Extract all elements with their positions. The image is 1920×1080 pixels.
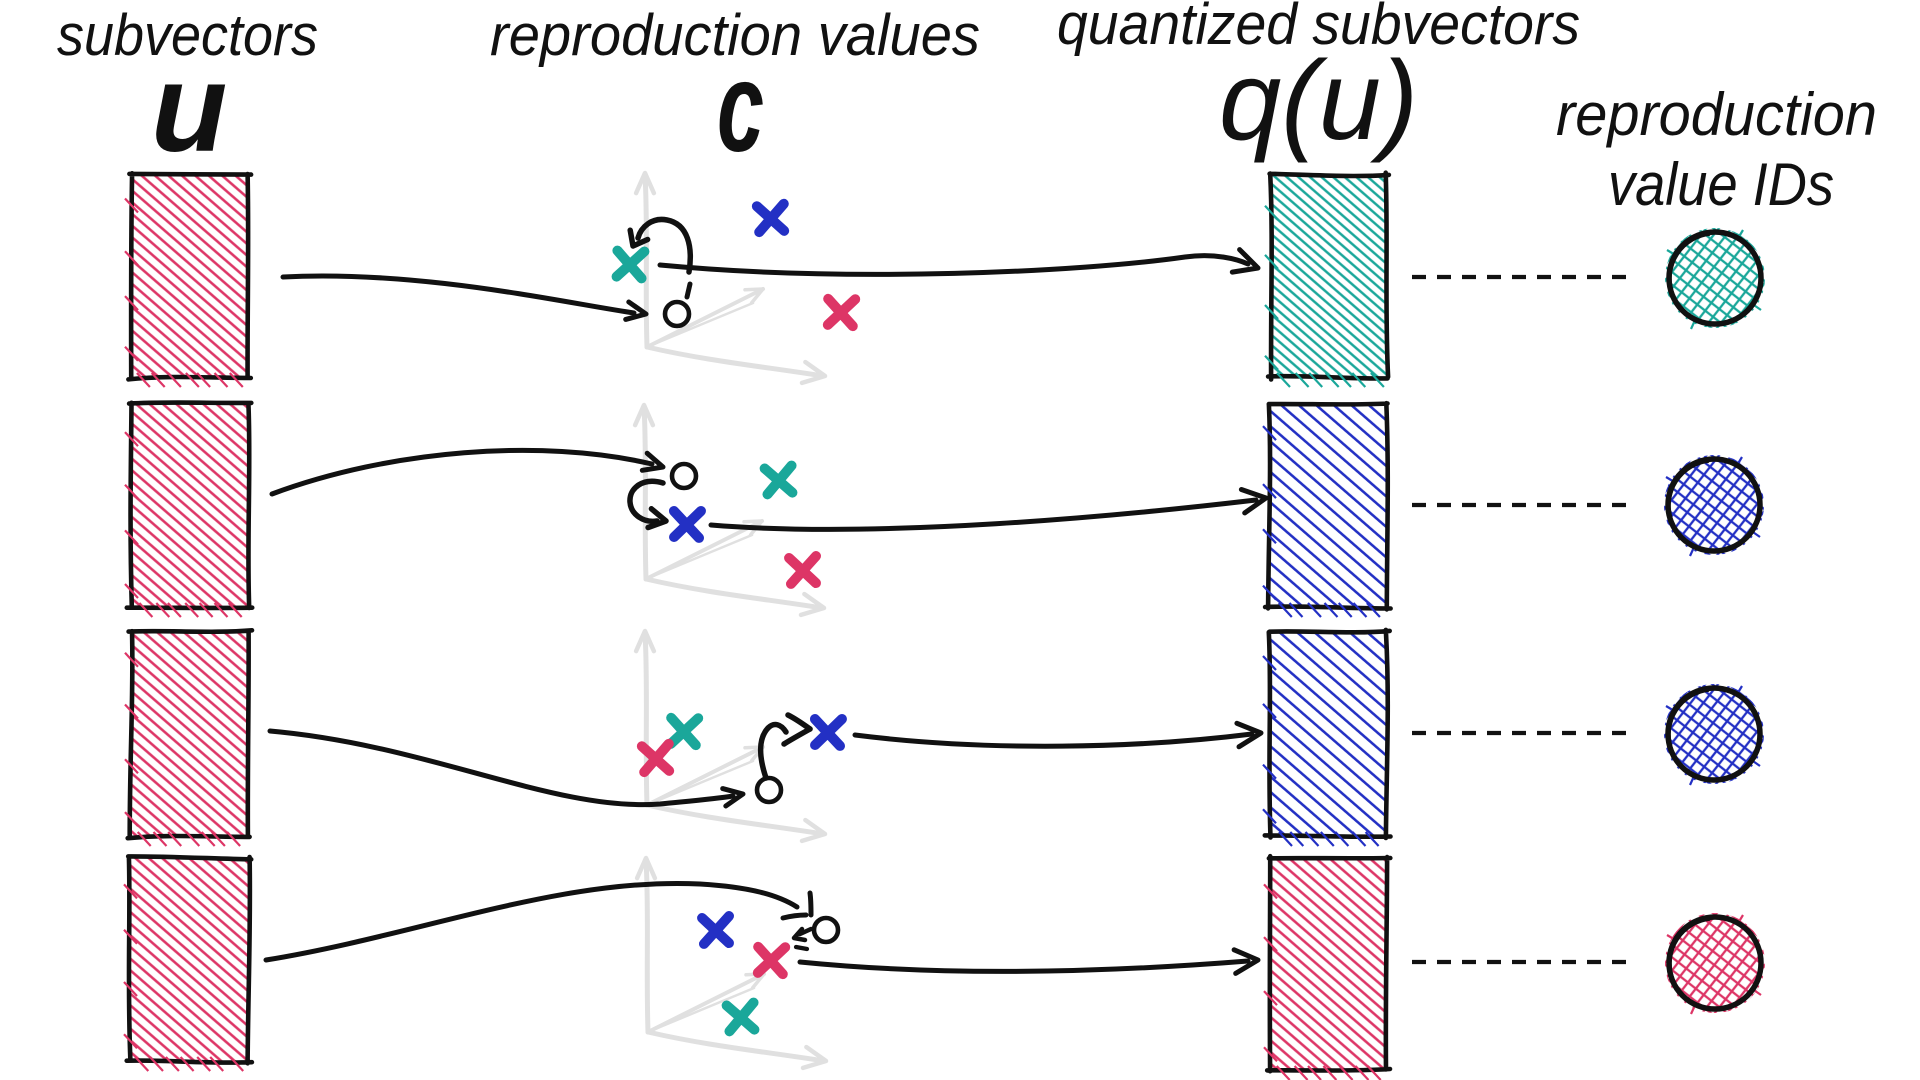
- svg-text:u: u: [151, 39, 227, 178]
- svg-text:quantized subvectors: quantized subvectors: [1057, 0, 1580, 57]
- svg-text:q(u): q(u): [1219, 38, 1418, 163]
- svg-text:c: c: [717, 36, 764, 179]
- svg-text:subvectors: subvectors: [57, 3, 318, 68]
- svg-text:reproduction values: reproduction values: [490, 3, 980, 68]
- svg-text:reproduction: reproduction: [1556, 81, 1877, 148]
- svg-text:value IDs: value IDs: [1608, 151, 1834, 218]
